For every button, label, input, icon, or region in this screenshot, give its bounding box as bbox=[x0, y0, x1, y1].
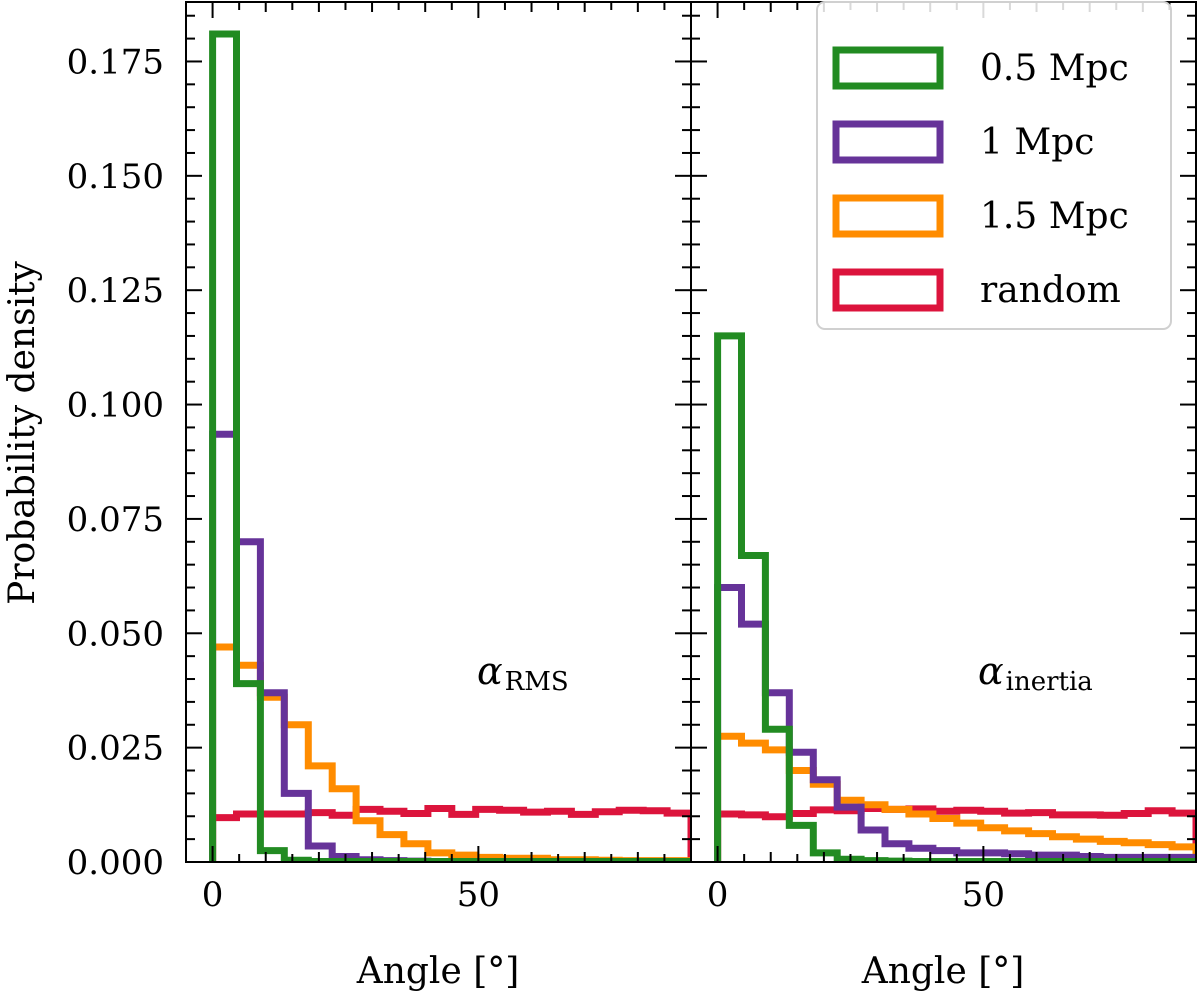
legend-swatch-0-5-mpc bbox=[832, 46, 944, 90]
plot-area-right bbox=[714, 332, 1196, 862]
y-tick-label: 0.175 bbox=[67, 42, 164, 82]
annotation-right: αinertia bbox=[978, 649, 1093, 697]
x-axis-label-left: Angle [°] bbox=[356, 951, 520, 992]
legend-swatch-random bbox=[832, 268, 944, 312]
left-panel: 0 50 0.000 0.025 0.050 0.075 0.100 0.125 0.150 0.… bbox=[67, 1, 692, 915]
x-axis-label-right: Angle [°] bbox=[861, 951, 1025, 992]
x-tick-label-left: 50 bbox=[457, 875, 500, 915]
plot-area-left bbox=[209, 30, 691, 862]
y-tick-label: 0.100 bbox=[67, 386, 164, 426]
x-tick-label-left: 0 bbox=[202, 875, 224, 915]
x-tick-label-right: 0 bbox=[707, 875, 729, 915]
y-tick-label: 0.025 bbox=[67, 729, 164, 769]
legend-swatch-1-5-mpc bbox=[832, 194, 944, 238]
y-tick-label: 0.150 bbox=[67, 157, 164, 197]
legend-label-random: random bbox=[980, 270, 1121, 311]
y-tick-label: 0.000 bbox=[67, 843, 164, 883]
hist-right-0-5-mpc bbox=[714, 332, 1196, 862]
legend-label-1-5-mpc: 1.5 Mpc bbox=[980, 196, 1129, 237]
legend: 0.5 Mpc 1 Mpc 1.5 Mpc random bbox=[816, 1, 1172, 330]
legend-label-0-5-mpc: 0.5 Mpc bbox=[980, 48, 1129, 89]
ticks-left bbox=[185, 2, 692, 863]
y-tick-label: 0.125 bbox=[67, 271, 164, 311]
annotation-left: αRMS bbox=[477, 649, 569, 697]
legend-swatch-1-mpc bbox=[832, 120, 944, 164]
y-axis-label: Probability density bbox=[2, 260, 43, 604]
hist-left-1-mpc bbox=[209, 430, 691, 862]
x-tick-label-right: 50 bbox=[962, 875, 1005, 915]
y-tick-label: 0.075 bbox=[67, 500, 164, 540]
y-tick-label: 0.050 bbox=[67, 614, 164, 654]
legend-label-1-mpc: 1 Mpc bbox=[980, 122, 1094, 163]
right-panel: 0 50 αinertia bbox=[690, 1, 1197, 915]
hist-right-1-mpc bbox=[714, 584, 1196, 862]
